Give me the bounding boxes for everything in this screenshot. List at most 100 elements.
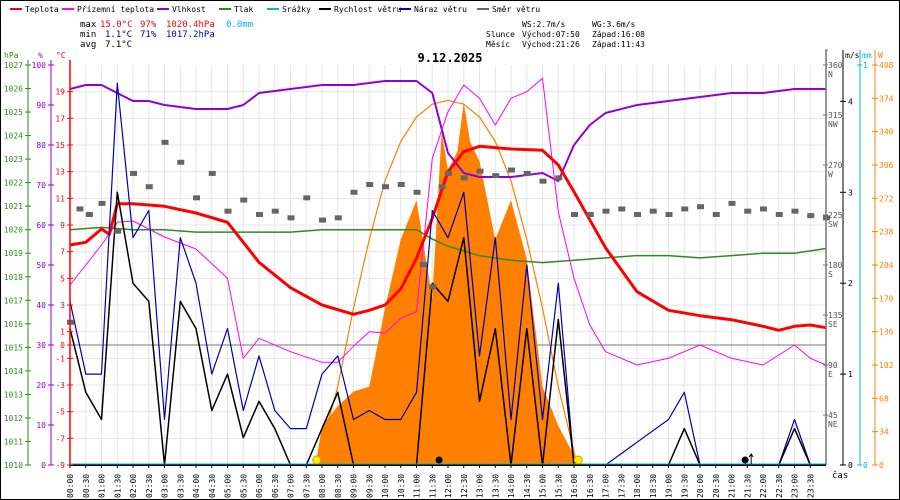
pressure-tick-label: 1018 (4, 273, 23, 282)
moonrise-arrow-icon (748, 453, 754, 464)
pressure-tick-label: 1026 (4, 85, 23, 94)
wind-direction-point (177, 159, 185, 165)
solar-radiation-area (315, 102, 581, 465)
direction-compass-label: SW (828, 220, 838, 229)
humidity-tick-label: 80 (36, 141, 46, 150)
wind-tick-label: 3 (848, 188, 853, 197)
wind-direction-point (665, 212, 673, 217)
temperature-unit: °C (56, 51, 66, 60)
legend: Teplota Přízemní teplota Vlhkost Tlak Srážky… (10, 5, 540, 14)
legend-label: Tlak (234, 5, 253, 14)
legend-label: Rychlost větru (334, 5, 402, 14)
sunrise-marker (312, 455, 322, 465)
wind-direction-point (555, 175, 563, 181)
temperature-tick-label: -1 (55, 354, 65, 363)
direction-tick-label: 90 (828, 361, 838, 370)
solar-tick-label: 272 (879, 194, 894, 203)
wind-direction-point (98, 200, 106, 206)
temperature-tick-label: 1 (60, 328, 65, 337)
humidity-tick-label: 70 (36, 181, 46, 190)
sunset-marker (573, 455, 583, 465)
moon-set: Západ:11:43 (592, 40, 645, 49)
direction-compass-label: SE (828, 320, 838, 329)
x-tick-label: 15:30 (554, 474, 563, 498)
wind-direction-point (775, 212, 783, 217)
pressure-tick-label: 1021 (4, 202, 23, 211)
temperature-tick-label: 19 (55, 88, 65, 97)
humidity-tick-label: 30 (36, 341, 46, 350)
x-tick-label: 02:00 (129, 474, 138, 498)
humidity-tick-label: 50 (36, 261, 46, 270)
legend-swatch (477, 8, 489, 10)
stats-max-rain: 0.0mm (226, 20, 253, 30)
x-tick-label: 22:00 (759, 474, 768, 498)
legend-swatch (219, 8, 231, 10)
direction-tick-label: 135 (828, 311, 843, 320)
temperature-tick-label: -7 (55, 434, 65, 443)
humidity-tick-label: 40 (36, 301, 46, 310)
wind-direction-point (350, 189, 358, 195)
pressure-tick-label: 1022 (4, 179, 23, 188)
direction-compass-label: N (828, 70, 833, 79)
wind-direction-point (85, 212, 93, 217)
x-tick-label: 01:00 (98, 474, 107, 498)
moonset-marker (435, 456, 443, 464)
legend-label: Srážky (282, 5, 311, 14)
wind-tick-label: 2 (848, 279, 853, 288)
stats-max-label: max (80, 20, 97, 30)
wind-direction-point (397, 182, 405, 187)
sun-rise: Východ:07:50 (522, 30, 580, 39)
pressure-tick-label: 1016 (4, 320, 23, 329)
astro-info: WS:2.7m/s WG:3.6m/s Slunce Východ:07:50 … (486, 20, 645, 49)
pressure-unit: hPa (4, 51, 19, 60)
solar-tick-label: 68 (879, 394, 889, 403)
pressure-tick-label: 1020 (4, 226, 23, 235)
legend-swatch (319, 8, 331, 10)
wind-direction-point (744, 208, 752, 214)
x-tick-label: 23:30 (806, 474, 815, 498)
temperature-tick-label: 5 (60, 274, 65, 283)
direction-tick-label: 45 (828, 411, 838, 420)
wind-direction-point (760, 206, 767, 212)
solar-tick-label: 306 (879, 161, 894, 170)
wind-direction-point (382, 184, 389, 190)
sun-set: Západ:16:08 (592, 30, 645, 39)
x-tick-label: 06:30 (271, 474, 280, 498)
solar-tick-label: 204 (879, 261, 894, 270)
wind-tick-label: 1 (848, 370, 853, 379)
legend-swatch (157, 8, 169, 10)
wind-direction-point (240, 197, 248, 203)
humidity-tick-label: 20 (36, 381, 46, 390)
direction-compass-label: E (828, 370, 833, 379)
temperature-line (69, 144, 827, 332)
direction-tick-label: 315 (828, 111, 843, 120)
wind-direction-point (413, 189, 421, 195)
pressure-tick-label: 1019 (4, 249, 23, 258)
stats-avg-temp: 7.1°C (105, 40, 132, 50)
humidity-tick-label: 100 (32, 61, 47, 70)
x-tick-label: 17:00 (602, 474, 611, 498)
wind-direction-point (649, 208, 657, 214)
axes-layer: 1010101110121013101410151016101710181019… (4, 50, 894, 498)
temperature-tick-label: -5 (55, 408, 65, 417)
x-tick-label: 18:00 (633, 474, 642, 498)
temperature-tick-label: -9 (55, 461, 65, 470)
wind-direction-point (492, 173, 500, 179)
humidity-unit: % (38, 51, 43, 60)
wind-direction-point (571, 212, 578, 217)
pressure-line (69, 226, 827, 264)
temperature-tick-label: 7 (60, 248, 65, 257)
x-tick-label: 17:30 (617, 474, 626, 498)
x-tick-label: 04:30 (208, 474, 217, 498)
pressure-tick-label: 1017 (4, 296, 23, 305)
pressure-tick-label: 1013 (4, 390, 23, 399)
pressure-tick-label: 1024 (4, 132, 23, 141)
moon-label: Měsíc (486, 40, 510, 49)
wind-direction-point (618, 206, 626, 212)
temperature-tick-label: 0 (60, 341, 65, 350)
direction-compass-label: W (828, 170, 833, 179)
rain-tick-label: 1 (863, 61, 868, 70)
wind-direction-point (366, 182, 374, 187)
x-tick-label: 01:30 (113, 474, 122, 498)
